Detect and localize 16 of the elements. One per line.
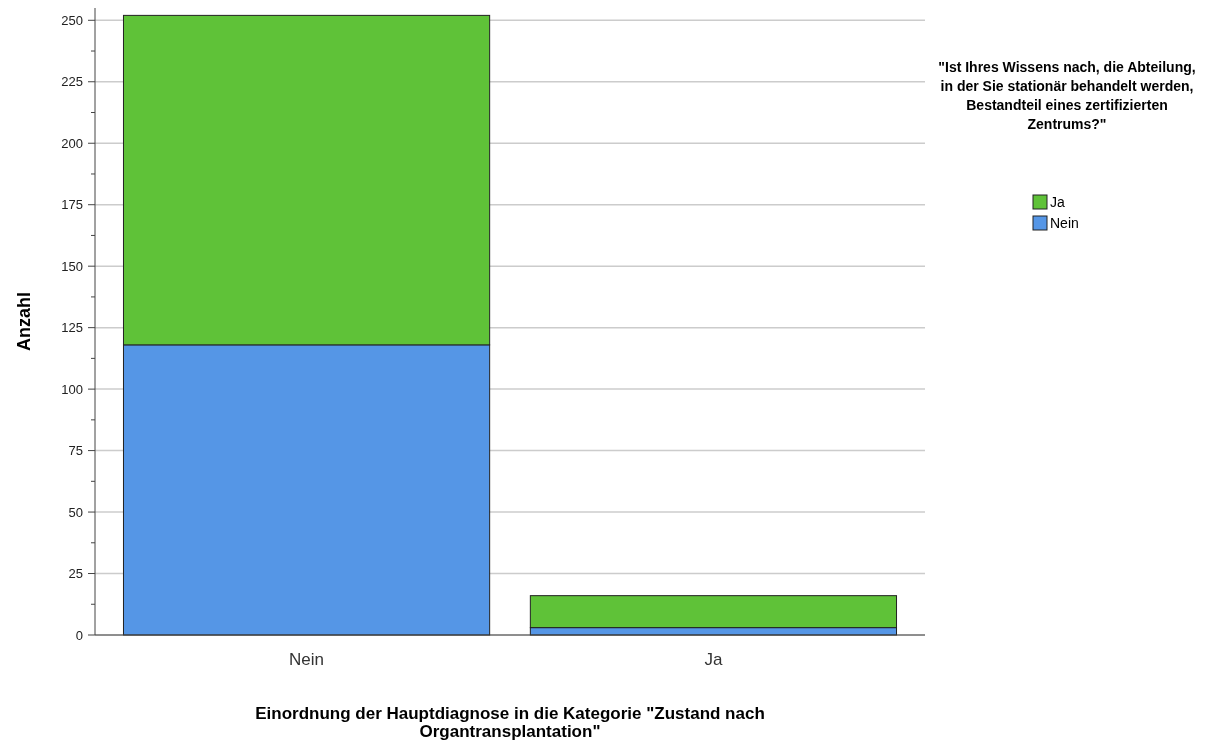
y-tick-label: 225 [61,74,83,90]
legend-title: "Ist Ihres Wissens nach, die Abteilung, in der Sie stationär behandelt werden, Bestandteil eines zertifizierten Zentrums?" [938,59,1196,132]
y-tick-label: 175 [61,197,83,213]
y-tick-label: 125 [61,320,83,336]
legend-label: Ja [1050,194,1065,210]
y-tick-label: 250 [61,12,83,28]
y-tick-label: 25 [68,566,83,582]
y-tick-label: 50 [68,504,83,520]
legend-label: Nein [1050,215,1079,231]
y-tick-label: 200 [61,135,83,151]
y-tick-label: 150 [61,258,83,274]
x-axis-title: Einordnung der Hauptdiagnose in die Kategorie "Zustand nach Organtransplantation" [255,704,765,740]
y-tick-label: 0 [75,627,83,643]
y-tick-label: 75 [68,443,83,459]
y-axis-title: Anzahl [14,291,34,352]
y-tick-label: 100 [61,381,83,397]
